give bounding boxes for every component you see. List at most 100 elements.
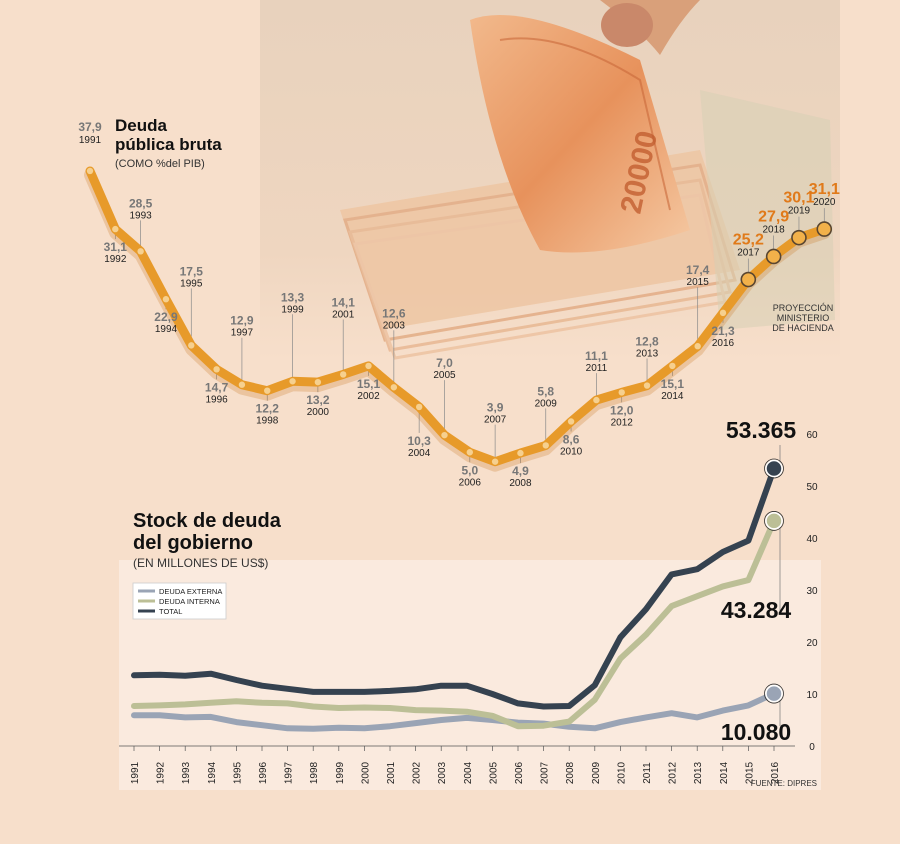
y-tick-label: 50 xyxy=(806,482,818,493)
svg-text:PROYECCIÓN: PROYECCIÓN xyxy=(773,303,834,313)
stock-chart-title-line1: Stock de deuda xyxy=(133,510,282,532)
externa-end-marker-ring xyxy=(764,683,784,704)
total-end-marker xyxy=(765,459,783,478)
debt-point xyxy=(162,296,170,303)
x-tick-label: 2012 xyxy=(668,761,679,784)
debt-year-label: 2012 xyxy=(611,417,634,428)
debt-point xyxy=(264,387,271,394)
legend-total: TOTAL xyxy=(159,607,182,616)
x-tick-label: 2002 xyxy=(412,761,423,784)
legend-externa: DEUDA EXTERNA xyxy=(159,587,222,596)
y-tick-label: 20 xyxy=(806,638,818,649)
debt-point xyxy=(618,389,625,396)
debt-value-label: 5,8 xyxy=(537,384,554,398)
debt-value-label: 12,6 xyxy=(382,306,406,320)
debt-year-label: 2015 xyxy=(687,277,710,288)
debt-point xyxy=(441,431,448,439)
debt-value-label: 3,9 xyxy=(487,401,504,415)
interna-line xyxy=(131,517,777,730)
debt-point xyxy=(112,225,119,233)
debt-point xyxy=(289,378,296,385)
x-tick-label: 1993 xyxy=(181,761,192,784)
debt-year-label: 2014 xyxy=(661,391,684,402)
x-tick-label: 2014 xyxy=(719,761,730,784)
x-tick-label: 2015 xyxy=(744,761,755,784)
debt-year-label: 2011 xyxy=(586,363,608,374)
debt-year-label: 2018 xyxy=(763,224,786,235)
debt-chart-title-line1: Deuda xyxy=(115,116,168,135)
x-tick-label: 1994 xyxy=(207,761,218,784)
y-tick-label: 60 xyxy=(806,430,818,441)
debt-value-label: 12,2 xyxy=(256,402,280,416)
debt-labels: 37,9199131,1199228,5199322,9199417,51995… xyxy=(78,120,840,489)
debt-point xyxy=(213,366,220,373)
debt-year-label: 2019 xyxy=(788,206,811,217)
x-tick-label: 2007 xyxy=(540,761,551,784)
debt-points xyxy=(86,167,833,465)
svg-text:MINISTERIO: MINISTERIO xyxy=(777,313,830,323)
interna-end-marker xyxy=(765,512,783,530)
debt-value-label: 21,3 xyxy=(711,324,735,338)
debt-year-label: 2001 xyxy=(332,309,355,320)
x-tick-label: 2003 xyxy=(437,761,448,784)
debt-year-label: 1999 xyxy=(281,304,304,315)
debt-year-label: 2002 xyxy=(357,391,380,402)
stock-lines xyxy=(131,465,777,732)
debt-year-label: 1992 xyxy=(104,254,127,265)
debt-value-label: 25,2 xyxy=(733,232,764,249)
debt-value-label: 12,9 xyxy=(230,314,254,328)
source-note: FUENTE: DIPRES xyxy=(751,779,817,788)
banknotes-photo: 20000 xyxy=(260,0,840,360)
total-line xyxy=(131,465,777,710)
debt-year-label: 1994 xyxy=(155,324,178,335)
debt-value-label: 37,9 xyxy=(78,120,102,134)
x-tick-label: 1997 xyxy=(284,761,295,784)
interna-end-marker-ring xyxy=(764,511,784,531)
x-tick-label: 2010 xyxy=(616,761,627,784)
debt-value-label: 14,1 xyxy=(332,295,356,309)
x-tick-label: 1992 xyxy=(156,761,167,784)
x-tick-label: 1998 xyxy=(309,761,320,784)
debt-value-label: 12,8 xyxy=(635,335,659,349)
x-tick-label: 1996 xyxy=(258,761,269,784)
debt-point xyxy=(86,167,94,175)
debt-point xyxy=(517,449,524,457)
debt-point xyxy=(669,362,676,370)
debt-year-label: 1991 xyxy=(79,135,102,146)
x-tick-label: 2016 xyxy=(770,761,781,784)
debt-value-label: 31,1 xyxy=(104,240,128,254)
debt-value-label: 30,1 xyxy=(783,190,814,207)
debt-point xyxy=(694,343,701,350)
debt-point-projection xyxy=(765,248,782,265)
debt-value-label: 28,5 xyxy=(129,196,153,210)
debt-year-label: 2003 xyxy=(383,320,406,331)
debt-value-label: 10,3 xyxy=(407,434,431,448)
externa-end-label: 10.080 xyxy=(721,719,791,745)
debt-value-label: 14,7 xyxy=(205,380,229,394)
debt-year-label: 2017 xyxy=(737,248,760,259)
stock-chart-subtitle: (EN MILLONES DE US$) xyxy=(133,556,268,570)
debt-point xyxy=(188,342,195,349)
debt-value-label: 17,4 xyxy=(686,263,710,277)
debt-year-label: 2006 xyxy=(459,477,482,488)
debt-value-label: 22,9 xyxy=(154,310,178,324)
debt-year-label: 2000 xyxy=(307,407,330,418)
y-tick-label: 10 xyxy=(806,690,818,701)
externa-line xyxy=(131,690,777,732)
svg-text:DE HACIENDA: DE HACIENDA xyxy=(772,323,834,333)
total-end-label: 53.365 xyxy=(726,417,797,443)
debt-value-label: 15,1 xyxy=(661,377,685,391)
debt-point xyxy=(719,309,727,317)
debt-value-label: 31,1 xyxy=(809,181,840,198)
debt-chart-subtitle: (COMO %del PIB) xyxy=(115,158,205,170)
debt-point xyxy=(593,396,600,404)
debt-point-projection xyxy=(791,229,807,246)
debt-value-label: 15,1 xyxy=(357,377,381,391)
x-tick-label: 2008 xyxy=(565,761,576,784)
debt-value-label: 5,0 xyxy=(461,463,478,477)
debt-point xyxy=(542,442,549,449)
stock-y-axis: 0 10 20 30 40 50 60 xyxy=(806,430,818,753)
debt-year-label: 2009 xyxy=(535,398,558,409)
x-tick-label: 2013 xyxy=(693,761,704,784)
